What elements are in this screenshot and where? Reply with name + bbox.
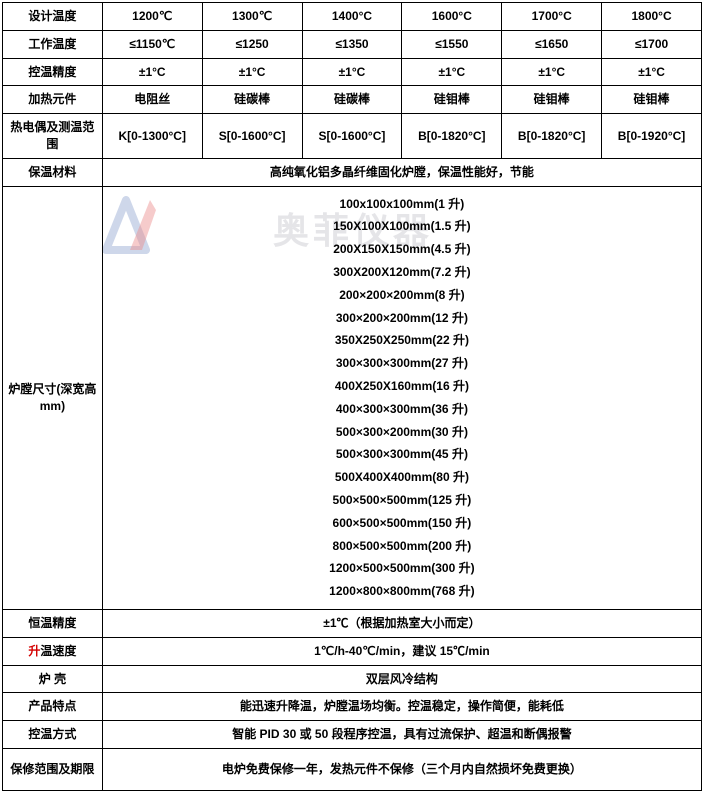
table-row: 恒温精度 ±1℃（根据加热室大小而定）	[3, 609, 702, 637]
cell: ±1°C	[402, 58, 502, 86]
cell: ≤1150℃	[102, 30, 202, 58]
row-label-thermocouple: 热电偶及测温范围	[3, 114, 103, 159]
cell: 1700°C	[502, 3, 602, 31]
cell: ±1°C	[202, 58, 302, 86]
cell: 1300℃	[202, 3, 302, 31]
cell: 1800°C	[602, 3, 702, 31]
cell-span: 双层风冷结构	[102, 665, 701, 693]
cell-span: 智能 PID 30 或 50 段程序控温，具有过流保护、超温和断偶报警	[102, 721, 701, 749]
cell: 电阻丝	[102, 86, 202, 114]
table-row: 工作温度 ≤1150℃ ≤1250 ≤1350 ≤1550 ≤1650 ≤170…	[3, 30, 702, 58]
table-row: 产品特点 能迅速升降温，炉膛温场均衡。控温稳定，操作简便，能耗低	[3, 693, 702, 721]
row-label-insulation: 保温材料	[3, 158, 103, 186]
cell: ±1°C	[502, 58, 602, 86]
table-row: 加热元件 电阻丝 硅碳棒 硅碳棒 硅钼棒 硅钼棒 硅钼棒	[3, 86, 702, 114]
spec-table: 设计温度 1200℃ 1300℃ 1400°C 1600°C 1700°C 18…	[2, 2, 702, 791]
row-label-shell: 炉 壳	[3, 665, 103, 693]
cell-span: 高纯氧化铝多晶纤维固化炉膛，保温性能好，节能	[102, 158, 701, 186]
cell: 硅钼棒	[502, 86, 602, 114]
row-label-features: 产品特点	[3, 693, 103, 721]
row-label-control: 控温方式	[3, 721, 103, 749]
cell: ±1°C	[102, 58, 202, 86]
cell: 硅钼棒	[402, 86, 502, 114]
table-row: 保温材料 高纯氧化铝多晶纤维固化炉膛，保温性能好，节能	[3, 158, 702, 186]
heat-rate-label-rest: 温速度	[40, 644, 76, 658]
row-label-precision: 控温精度	[3, 58, 103, 86]
cell: ±1°C	[302, 58, 402, 86]
cell-span: 电炉免费保修一年，发热元件不保修（三个月内自然损坏免费更换）	[102, 748, 701, 790]
cell: S[0-1600°C]	[202, 114, 302, 159]
cell-span: 1℃/h-40℃/min，建议 15℃/min	[102, 637, 701, 665]
table-row: 升温速度 1℃/h-40℃/min，建议 15℃/min	[3, 637, 702, 665]
row-label-work-temp: 工作温度	[3, 30, 103, 58]
cell: 硅碳棒	[202, 86, 302, 114]
cell: 1200℃	[102, 3, 202, 31]
row-label-const-temp: 恒温精度	[3, 609, 103, 637]
table-row: 控温方式 智能 PID 30 或 50 段程序控温，具有过流保护、超温和断偶报警	[3, 721, 702, 749]
cell: B[0-1820°C]	[502, 114, 602, 159]
table-row: 热电偶及测温范围 K[0-1300°C] S[0-1600°C] S[0-160…	[3, 114, 702, 159]
table-row: 控温精度 ±1°C ±1°C ±1°C ±1°C ±1°C ±1°C	[3, 58, 702, 86]
cell: K[0-1300°C]	[102, 114, 202, 159]
cell: S[0-1600°C]	[302, 114, 402, 159]
cell-span: ±1℃（根据加热室大小而定）	[102, 609, 701, 637]
cell: 1600°C	[402, 3, 502, 31]
table-row: 炉膛尺寸(深宽高 mm) 100x100x100mm(1 升)150X100X1…	[3, 186, 702, 609]
table-row: 保修范围及期限 电炉免费保修一年，发热元件不保修（三个月内自然损坏免费更换）	[3, 748, 702, 790]
cell: ≤1350	[302, 30, 402, 58]
row-label-dimensions: 炉膛尺寸(深宽高 mm)	[3, 186, 103, 609]
cell: B[0-1820°C]	[402, 114, 502, 159]
cell: ≤1250	[202, 30, 302, 58]
cell: 硅碳棒	[302, 86, 402, 114]
cell: ≤1650	[502, 30, 602, 58]
dimensions-cell: 100x100x100mm(1 升)150X100X100mm(1.5 升)20…	[102, 186, 701, 609]
table-row: 炉 壳 双层风冷结构	[3, 665, 702, 693]
cell: 1400°C	[302, 3, 402, 31]
cell: ≤1550	[402, 30, 502, 58]
cell: ±1°C	[602, 58, 702, 86]
table-row: 设计温度 1200℃ 1300℃ 1400°C 1600°C 1700°C 18…	[3, 3, 702, 31]
row-label-design-temp: 设计温度	[3, 3, 103, 31]
heat-rate-accent: 升	[28, 644, 40, 658]
row-label-warranty: 保修范围及期限	[3, 748, 103, 790]
cell: 硅钼棒	[602, 86, 702, 114]
row-label-heat-rate: 升温速度	[3, 637, 103, 665]
cell-span: 能迅速升降温，炉膛温场均衡。控温稳定，操作简便，能耗低	[102, 693, 701, 721]
cell: ≤1700	[602, 30, 702, 58]
row-label-heater: 加热元件	[3, 86, 103, 114]
cell: B[0-1920°C]	[602, 114, 702, 159]
